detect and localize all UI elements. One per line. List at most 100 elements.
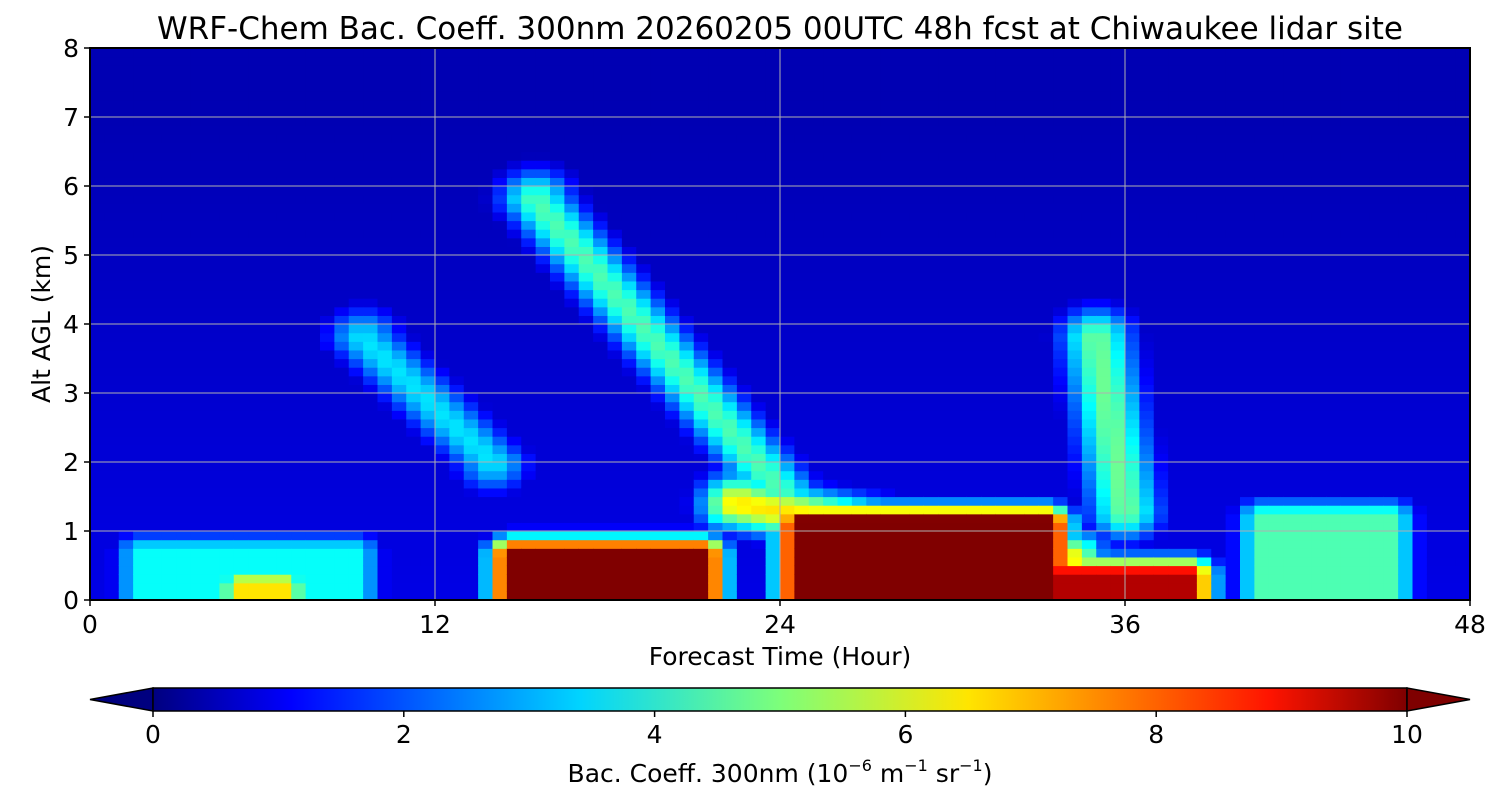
heatmap-cell <box>377 134 393 144</box>
heatmap-cell <box>923 65 939 75</box>
heatmap-cell <box>1196 142 1212 153</box>
heatmap-cell <box>1096 211 1112 222</box>
heatmap-cell <box>291 513 307 523</box>
heatmap-cell <box>880 186 896 196</box>
heatmap-cell <box>377 306 393 316</box>
heatmap-cell <box>449 211 465 222</box>
heatmap-cell <box>363 427 379 437</box>
heatmap-cell <box>118 194 134 204</box>
heatmap-cell <box>1024 358 1040 368</box>
heatmap-cell <box>1196 125 1212 135</box>
heatmap-cell <box>880 470 896 480</box>
heatmap-cell <box>708 272 724 282</box>
heatmap-cell <box>895 315 910 325</box>
heatmap-cell <box>377 436 393 446</box>
heatmap-cell <box>564 427 580 437</box>
heatmap-cell <box>1110 496 1126 506</box>
heatmap-cell <box>593 65 609 75</box>
heatmap-cell <box>320 211 335 222</box>
heatmap-cell <box>880 444 896 454</box>
heatmap-cell <box>478 539 494 549</box>
heatmap-cell <box>550 418 565 429</box>
heatmap-cell <box>190 324 206 334</box>
heatmap-cell <box>420 591 436 601</box>
heatmap-cell <box>262 479 278 489</box>
heatmap-cell <box>262 427 278 437</box>
heatmap-cell <box>363 56 379 66</box>
heatmap-cell <box>334 591 350 601</box>
heatmap-cell <box>276 117 292 127</box>
heatmap-cell <box>794 349 810 360</box>
heatmap-cell <box>1196 548 1212 558</box>
heatmap-cell <box>1139 99 1155 109</box>
heatmap-cell <box>966 565 982 575</box>
heatmap-cell <box>564 410 580 420</box>
heatmap-cell <box>1196 246 1212 256</box>
heatmap-cell <box>1096 186 1112 196</box>
heatmap-cell <box>808 470 824 480</box>
heatmap-cell <box>751 384 767 394</box>
heatmap-cell <box>276 462 292 472</box>
heatmap-cell <box>1182 142 1198 153</box>
heatmap-cell <box>377 513 393 523</box>
heatmap-cell <box>435 332 450 342</box>
heatmap-cell <box>866 229 882 239</box>
heatmap-cell <box>521 393 537 403</box>
heatmap-cell <box>679 418 695 429</box>
heatmap-cell <box>708 177 724 187</box>
heatmap-cell <box>780 177 795 187</box>
heatmap-cell <box>535 280 551 291</box>
heatmap-cell <box>1096 436 1112 446</box>
heatmap-cell <box>751 427 767 437</box>
heatmap-cell <box>1168 548 1184 558</box>
heatmap-cell <box>550 134 565 144</box>
heatmap-cell <box>708 237 724 247</box>
heatmap-cell <box>1168 272 1184 282</box>
heatmap-cell <box>377 48 393 58</box>
heatmap-cell <box>621 582 637 592</box>
heatmap-cell <box>406 565 422 575</box>
heatmap-cell <box>607 358 623 368</box>
heatmap-cell <box>765 99 781 109</box>
heatmap-cell <box>391 531 407 541</box>
heatmap-cell <box>118 384 134 394</box>
heatmap-cell <box>550 186 565 196</box>
heatmap-cell <box>981 548 997 558</box>
heatmap-cell <box>722 367 738 377</box>
heatmap-cell <box>607 91 623 101</box>
heatmap-cell <box>363 280 379 291</box>
heatmap-cell <box>435 548 450 558</box>
heatmap-cell <box>521 487 537 498</box>
heatmap-cell <box>564 513 580 523</box>
heatmap-cell <box>276 444 292 454</box>
heatmap-cell <box>837 505 853 515</box>
heatmap-cell <box>118 315 134 325</box>
heatmap-cell <box>550 211 565 222</box>
heatmap-cell <box>880 384 896 394</box>
heatmap-cell <box>794 401 810 411</box>
heatmap-cell <box>1139 539 1155 549</box>
heatmap-cell <box>90 125 105 135</box>
heatmap-cell <box>1096 332 1112 342</box>
heatmap-cell <box>133 246 149 256</box>
heatmap-cell <box>521 436 537 446</box>
heatmap-cell <box>406 479 422 489</box>
heatmap-cell <box>564 375 580 385</box>
heatmap-cell <box>521 539 537 549</box>
heatmap-cell <box>693 384 709 394</box>
heatmap-cell <box>1182 591 1198 601</box>
heatmap-cell <box>262 574 278 584</box>
heatmap-cell <box>1110 289 1126 299</box>
heatmap-cell <box>492 272 508 282</box>
heatmap-cell <box>478 479 494 489</box>
heatmap-cell <box>722 513 738 523</box>
heatmap-cell <box>751 462 767 472</box>
heatmap-cell <box>693 246 709 256</box>
heatmap-cell <box>909 539 925 549</box>
heatmap-cell <box>564 203 580 213</box>
heatmap-cell <box>1153 255 1169 265</box>
heatmap-cell <box>305 375 321 385</box>
heatmap-cell <box>276 263 292 273</box>
heatmap-cell <box>995 263 1011 273</box>
heatmap-cell <box>693 108 709 118</box>
